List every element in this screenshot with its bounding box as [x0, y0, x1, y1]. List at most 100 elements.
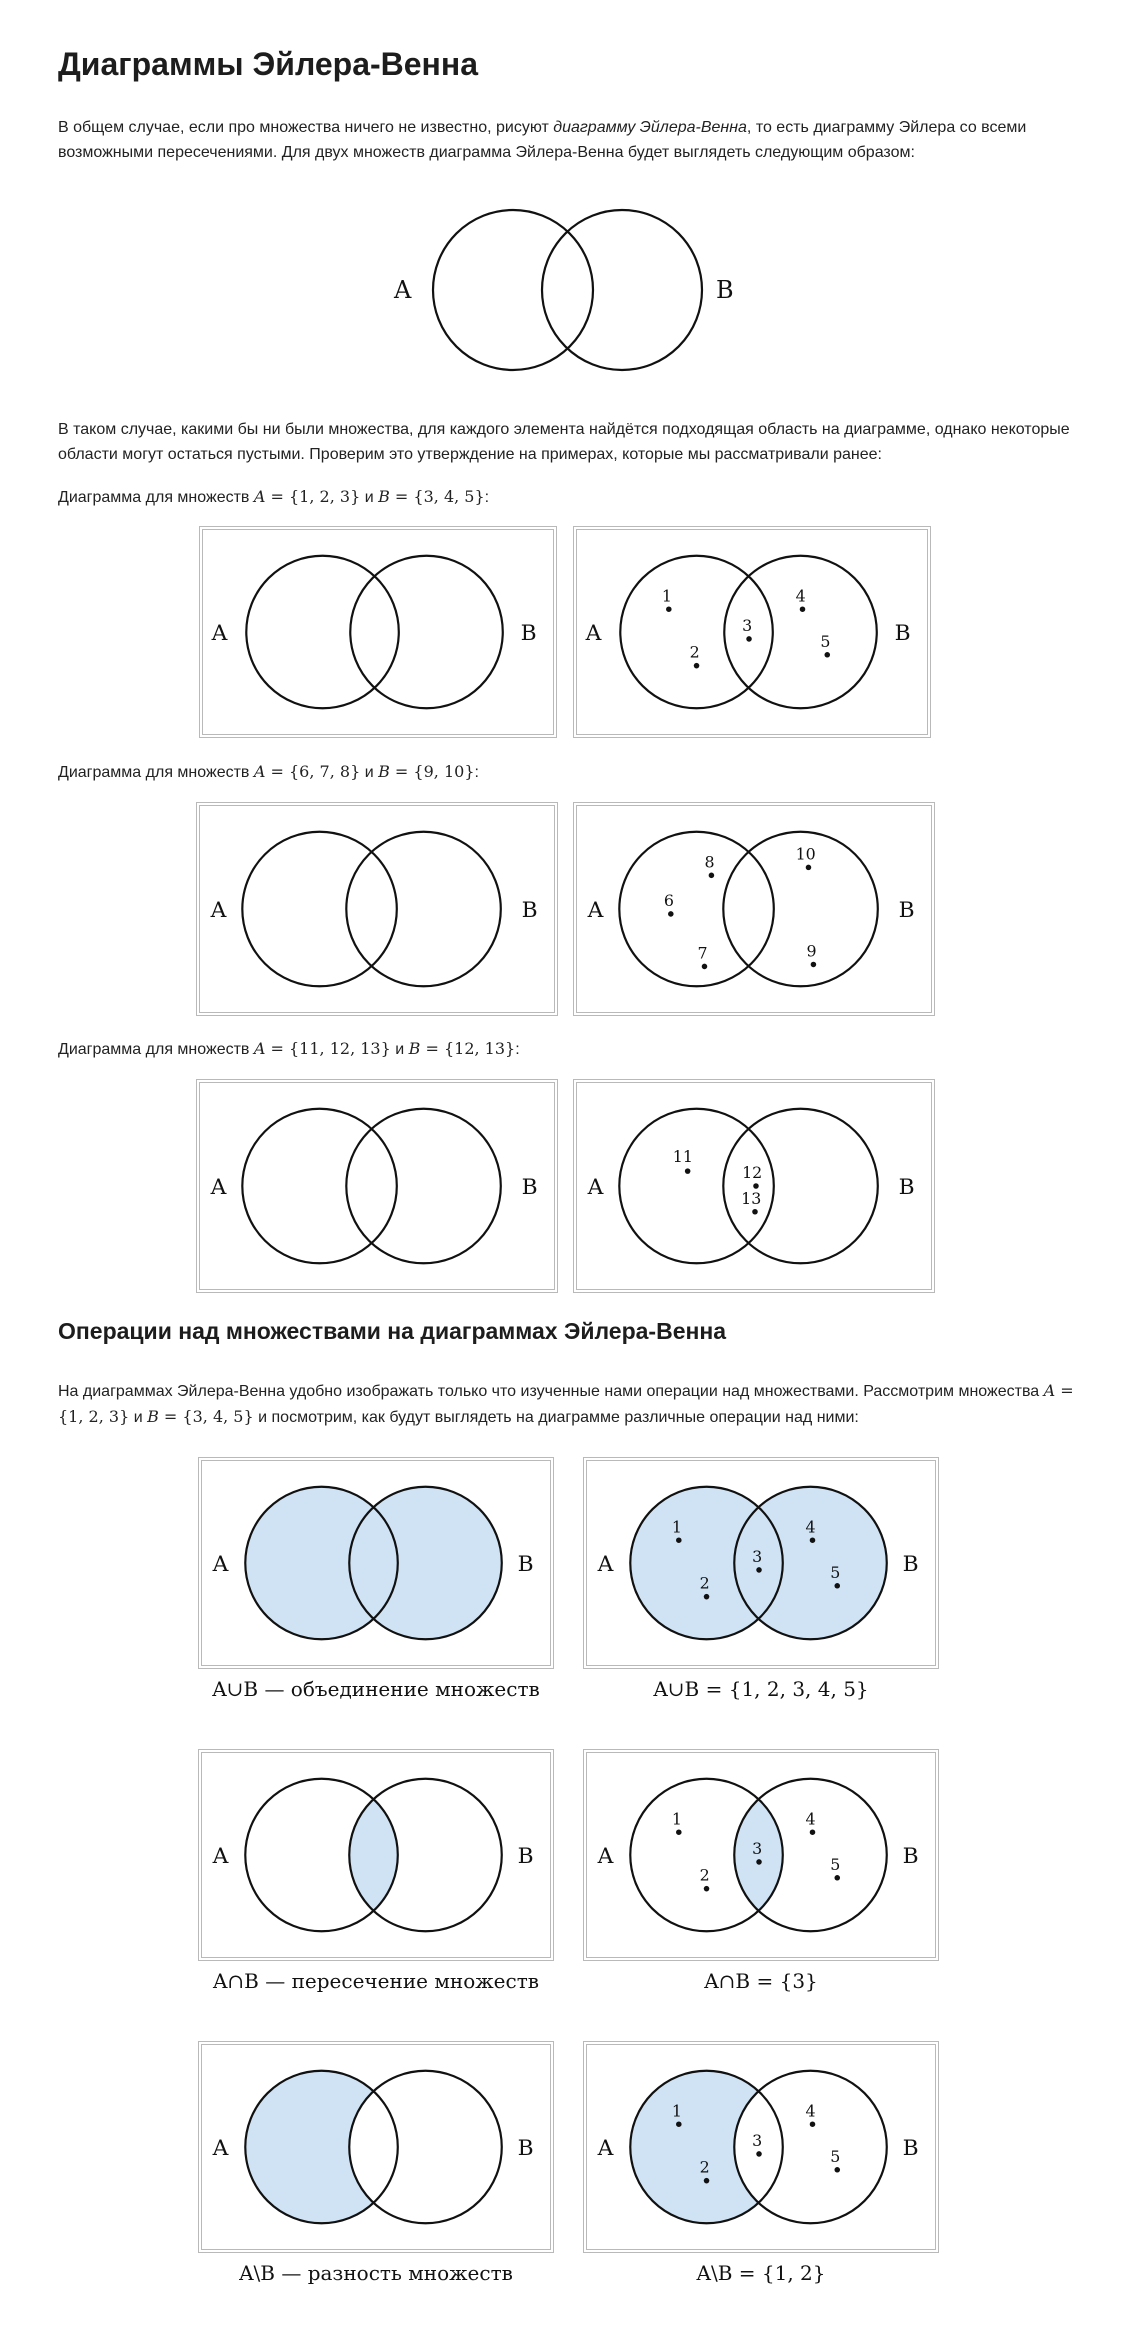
element-point: 5: [830, 1855, 840, 1881]
example-1-filled-diagram: A B 1 2 3 4 5: [573, 526, 931, 738]
intersection-result-caption: A∩B = {3}: [704, 1969, 818, 1993]
circle-b: [723, 554, 878, 710]
element-point: 2: [700, 2158, 710, 2184]
label-a: A: [212, 2136, 229, 2161]
svg-text:5: 5: [830, 2147, 840, 2166]
example-2-filled-diagram: A B 6 7 8 9 10: [573, 802, 935, 1016]
label-a: A: [212, 1552, 229, 1577]
element-point: 3: [752, 1839, 762, 1865]
venn-diagram-basic: A B: [393, 208, 734, 372]
element-point: 3: [752, 1547, 762, 1573]
element-point: 8: [704, 852, 715, 879]
circle-a: [629, 1485, 784, 1641]
label-b: B: [903, 1552, 919, 1577]
svg-text:6: 6: [664, 891, 674, 910]
element-point: 4: [806, 1517, 816, 1543]
circle-b: [733, 1485, 888, 1641]
element-point: 4: [806, 1809, 816, 1835]
union-elements-diagram: A B 1 2 3 4 5: [583, 1457, 939, 1669]
svg-text:10: 10: [796, 844, 816, 863]
circle-b: [345, 1107, 502, 1265]
svg-text:3: 3: [752, 1547, 762, 1566]
example-2-empty-diagram: A B: [196, 802, 558, 1016]
svg-text:2: 2: [700, 1866, 710, 1885]
label-b: B: [903, 1844, 919, 1869]
circle-a: [618, 830, 775, 988]
circle-b: [722, 1107, 879, 1265]
label-a: A: [211, 621, 228, 646]
svg-text:5: 5: [830, 1855, 840, 1874]
svg-text:2: 2: [690, 643, 700, 662]
circle-a: [431, 208, 595, 372]
svg-text:1: 1: [672, 1517, 682, 1536]
circle-a: [241, 1107, 398, 1265]
svg-text:13: 13: [741, 1189, 761, 1208]
example-3-heading: Диаграмма для множеств A = {11, 12, 13} …: [58, 1039, 520, 1058]
circle-b: [345, 830, 502, 988]
element-point: 9: [806, 942, 817, 968]
circle-b: [349, 554, 504, 710]
example-1-empty-diagram: A B: [199, 526, 557, 738]
example-3-filled-diagram: A B 11 12 13: [573, 1079, 935, 1293]
svg-text:2: 2: [700, 1574, 710, 1593]
label-a: A: [210, 898, 227, 923]
svg-text:3: 3: [752, 1839, 762, 1858]
intro-paragraph: В общем случае, если про множества ничег…: [58, 119, 1027, 161]
svg-text:3: 3: [752, 2131, 762, 2150]
label-a: A: [597, 1552, 614, 1577]
element-point: 10: [796, 844, 816, 871]
element-point: 3: [752, 2131, 762, 2157]
difference-elements-diagram: A B 1 2 3 4 5: [583, 2041, 939, 2253]
label-a: A: [597, 1844, 614, 1869]
label-b: B: [518, 2136, 534, 2161]
svg-text:1: 1: [672, 1809, 682, 1828]
svg-text:4: 4: [806, 1809, 816, 1828]
label-a: A: [212, 1844, 229, 1869]
element-point: 2: [700, 1574, 710, 1600]
element-point: 4: [806, 2101, 816, 2127]
element-point: 12: [742, 1163, 762, 1189]
element-point: 1: [672, 1517, 682, 1543]
label-b: B: [903, 2136, 919, 2161]
element-point: 1: [672, 1809, 682, 1835]
label-b: B: [518, 1552, 534, 1577]
element-point: 3: [742, 616, 752, 642]
svg-text:11: 11: [673, 1147, 693, 1166]
svg-text:4: 4: [796, 586, 806, 605]
element-point: 5: [830, 2147, 840, 2173]
element-point: 7: [698, 944, 708, 970]
svg-text:2: 2: [700, 2158, 710, 2177]
svg-text:7: 7: [698, 944, 708, 963]
circle-a: [629, 2069, 784, 2225]
svg-text:8: 8: [704, 852, 714, 871]
element-point: 13: [741, 1189, 761, 1215]
svg-text:4: 4: [806, 1517, 816, 1536]
label-a: A: [393, 276, 412, 304]
circle-b: [722, 830, 879, 988]
element-point: 2: [700, 1866, 710, 1892]
circle-a: [245, 554, 400, 710]
label-b: B: [899, 1175, 915, 1200]
intersection-diagram: A B: [198, 1749, 554, 1961]
element-point: 1: [672, 2101, 682, 2127]
example-3-empty-diagram: A B: [196, 1079, 558, 1293]
element-point: 1: [662, 586, 672, 612]
svg-text:12: 12: [742, 1163, 762, 1182]
page-title: Диаграммы Эйлера-Венна: [58, 46, 478, 82]
circle-b: [733, 1777, 888, 1933]
circle-a: [241, 830, 398, 988]
label-a: A: [597, 2136, 614, 2161]
svg-text:5: 5: [820, 632, 830, 651]
label-a: A: [585, 621, 602, 646]
union-diagram: A B: [198, 1457, 554, 1669]
intersection-caption: A∩B — пересечение множеств: [212, 1969, 540, 1993]
element-point: 11: [673, 1147, 693, 1174]
label-b: B: [522, 1175, 538, 1200]
difference-caption: A\B — разность множеств: [239, 2261, 513, 2285]
difference-result-caption: A\B = {1, 2}: [696, 2261, 826, 2285]
circle-a: [244, 1485, 399, 1641]
example-1-heading: Диаграмма для множеств A = {1, 2, 3} и B…: [58, 487, 490, 506]
label-b: B: [716, 276, 734, 304]
circle-a: [244, 2069, 399, 2225]
label-b: B: [518, 1844, 534, 1869]
